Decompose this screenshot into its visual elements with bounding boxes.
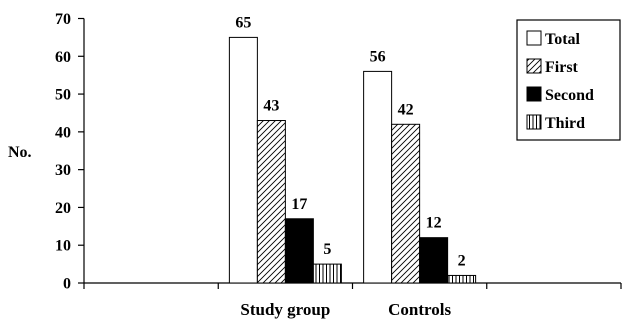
- bar-second: [285, 219, 313, 283]
- data-label: 5: [323, 241, 331, 258]
- legend-label: First: [545, 59, 579, 76]
- data-label: 12: [426, 215, 442, 232]
- legend-label: Total: [545, 31, 581, 48]
- y-tick-label: 40: [55, 124, 71, 141]
- bar-total: [364, 71, 392, 283]
- data-label: 56: [370, 48, 386, 65]
- bar-third: [448, 275, 476, 283]
- x-category-label: Controls: [388, 300, 451, 319]
- data-label: 42: [398, 101, 414, 118]
- bars: [229, 37, 475, 283]
- legend: Total First Second Third: [517, 20, 620, 140]
- legend-swatch-first: [527, 59, 541, 73]
- data-label: 2: [458, 252, 466, 269]
- bar-second: [420, 238, 448, 283]
- legend-label: Third: [545, 115, 585, 132]
- bar-third: [313, 264, 341, 283]
- y-tick-label: 20: [55, 200, 71, 217]
- legend-swatch-second: [527, 87, 541, 101]
- x-category-label: Study group: [240, 300, 330, 319]
- legend-swatch-third: [527, 115, 541, 129]
- bar-total: [229, 37, 257, 283]
- data-label: 17: [291, 196, 307, 213]
- y-tick-label: 10: [55, 238, 71, 255]
- legend-swatch-total: [527, 31, 541, 45]
- bar-first: [257, 121, 285, 283]
- data-label: 65: [235, 14, 251, 31]
- y-tick-label: 60: [55, 49, 71, 66]
- y-tick-label: 70: [55, 11, 71, 28]
- data-label: 43: [263, 98, 279, 115]
- y-tick-label: 50: [55, 87, 71, 104]
- y-axis-label: No.: [8, 144, 32, 161]
- bar-first: [392, 124, 420, 283]
- y-tick-label: 30: [55, 162, 71, 179]
- y-tick-label: 0: [63, 276, 71, 293]
- legend-label: Second: [545, 87, 594, 104]
